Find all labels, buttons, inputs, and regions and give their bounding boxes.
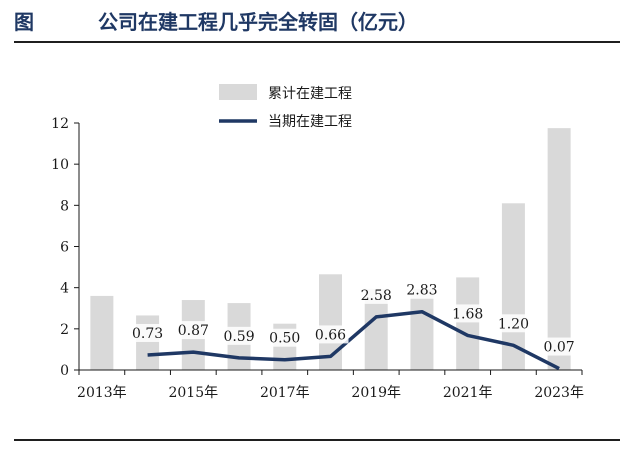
y-tick-label: 12 xyxy=(51,116,69,132)
legend-swatch-bar xyxy=(219,84,257,100)
data-label: 0.50 xyxy=(269,331,300,347)
y-tick-label: 4 xyxy=(60,281,69,297)
data-label-bg xyxy=(358,285,395,304)
data-label-bg xyxy=(403,280,440,299)
bar-2013年 xyxy=(90,295,114,370)
y-tick-label: 8 xyxy=(60,198,69,214)
data-label: 0.66 xyxy=(315,327,346,343)
data-label-bg xyxy=(449,304,486,323)
bar-2020年 xyxy=(410,288,434,370)
data-label: 0.87 xyxy=(178,323,209,339)
data-label-bg xyxy=(495,314,532,333)
legend-label-line: 当期在建工程 xyxy=(268,114,352,130)
y-tick-label: 2 xyxy=(60,322,69,338)
chart-header: 图 公司在建工程几乎完全转固（亿元） xyxy=(14,0,620,44)
x-tick-label: 2013年 xyxy=(77,385,127,401)
data-label-bg xyxy=(541,337,578,356)
chart-title: 公司在建工程几乎完全转固（亿元） xyxy=(98,10,418,34)
data-label-bg xyxy=(175,321,212,340)
data-label: 1.20 xyxy=(498,316,529,332)
y-tick-label: 10 xyxy=(51,157,69,173)
y-tick-label: 6 xyxy=(60,240,69,256)
data-label: 0.07 xyxy=(544,340,575,356)
x-tick-label: 2015年 xyxy=(168,385,218,401)
data-label: 2.58 xyxy=(361,288,392,304)
legend-label-bar: 累计在建工程 xyxy=(268,86,352,102)
y-tick-label: 0 xyxy=(60,363,69,379)
data-label-bg xyxy=(221,326,258,345)
figure-label: 图 xyxy=(14,10,34,34)
bar-2018年 xyxy=(319,274,342,370)
line-series: 0.73 0.87 0.59 0.50 0.66 2.58 2.83 1.68 1.20 0.07 xyxy=(129,280,578,371)
data-label: 1.68 xyxy=(452,306,483,322)
bottom-divider xyxy=(14,439,620,441)
x-tick-label: 2021年 xyxy=(443,385,493,401)
data-label-bg xyxy=(129,323,166,342)
data-label: 2.83 xyxy=(406,283,437,299)
data-label: 0.73 xyxy=(132,326,163,342)
data-label: 0.59 xyxy=(223,329,254,345)
series-line-当期在建工程 xyxy=(147,309,560,371)
bar-2019年 xyxy=(364,288,388,370)
bar-2023年 xyxy=(547,128,571,370)
axes: 0 2 4 6 8 10 12 2013年 2015年 2017年 2019年 2021年 2023年 xyxy=(51,116,584,401)
x-tick-label: 2023年 xyxy=(534,385,584,401)
data-label-bg xyxy=(312,325,349,344)
top-divider xyxy=(14,41,620,43)
bar-2021年 xyxy=(456,277,480,370)
bar-2014年 xyxy=(136,315,160,370)
x-tick-label: 2017年 xyxy=(260,385,310,401)
data-label-bg xyxy=(266,328,303,347)
x-tick-label: 2019年 xyxy=(351,385,401,401)
